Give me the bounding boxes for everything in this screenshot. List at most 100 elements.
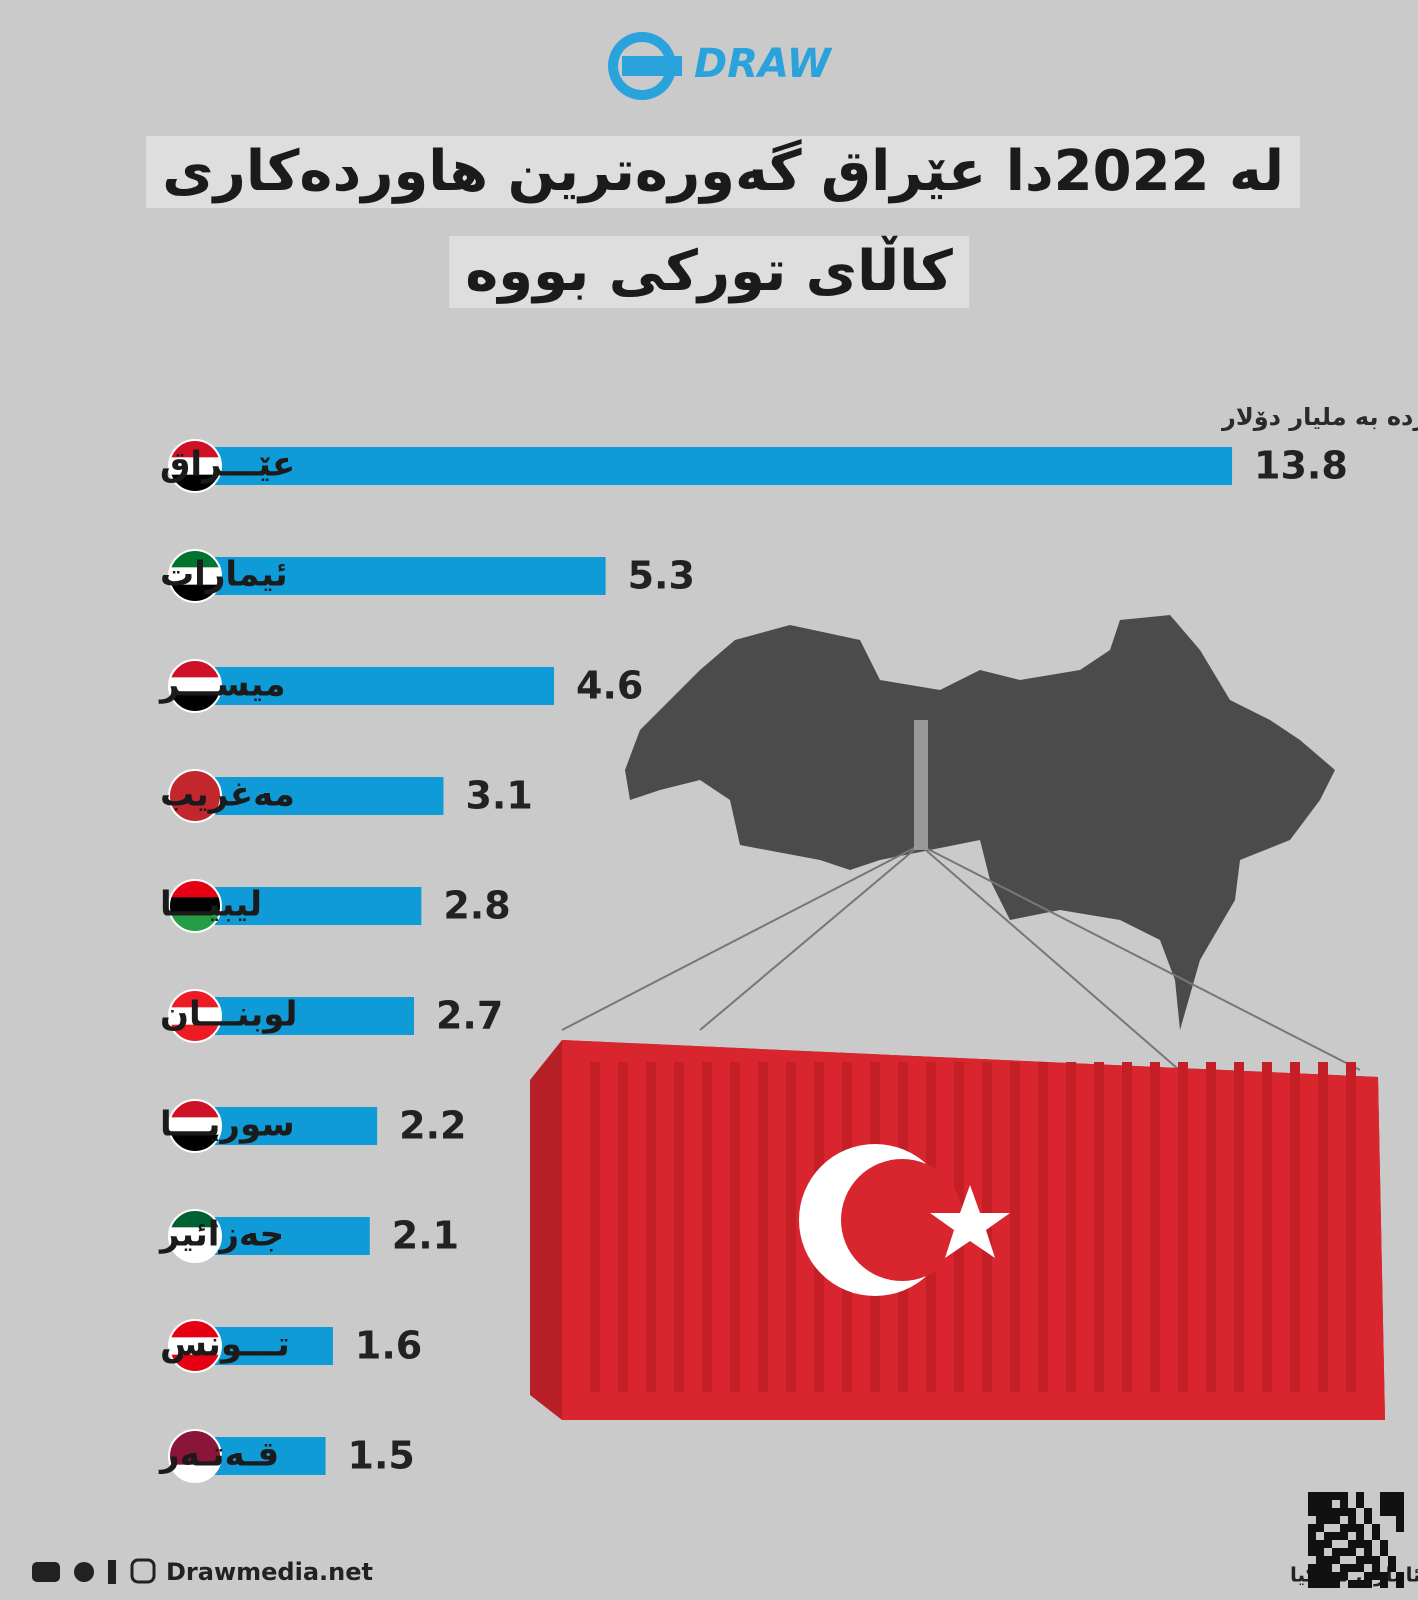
qr-cell [1308, 1564, 1316, 1572]
qr-cell [1356, 1540, 1364, 1548]
category-label: لیبیـــا [160, 885, 262, 925]
social-icons [32, 1558, 156, 1584]
flag-border [168, 989, 222, 1043]
qr-cell [1324, 1580, 1332, 1588]
qr-cell [1316, 1500, 1324, 1508]
qr-cell [1316, 1580, 1324, 1588]
qr-cell [1396, 1580, 1404, 1588]
qr-cell [1372, 1572, 1380, 1580]
qr-cell [1324, 1556, 1332, 1564]
qr-cell [1388, 1564, 1396, 1572]
qr-cell [1364, 1572, 1372, 1580]
container-rib [1038, 1062, 1048, 1392]
qr-cell [1380, 1492, 1388, 1500]
qr-cell [1380, 1540, 1388, 1548]
container-rib [786, 1062, 796, 1392]
flag-stripe [169, 567, 221, 586]
qr-cell [1340, 1564, 1348, 1572]
qr-cell [1332, 1572, 1340, 1580]
flag-stripe [169, 1227, 221, 1246]
qr-cell [1316, 1556, 1324, 1564]
qr-cell [1388, 1500, 1396, 1508]
value-label: 2.2 [399, 1104, 466, 1148]
value-label: 2.8 [443, 884, 510, 928]
container-rib [1234, 1062, 1244, 1392]
qr-cell [1372, 1524, 1380, 1532]
qr-cell [1356, 1532, 1364, 1540]
qr-cell [1348, 1564, 1356, 1572]
qr-cell [1332, 1580, 1340, 1588]
flag-stripe [169, 1210, 221, 1229]
qr-cell [1356, 1580, 1364, 1588]
flag-border [168, 549, 222, 603]
category-label: جەزائیر [158, 1215, 284, 1255]
qr-cell [1308, 1500, 1316, 1508]
qr-cell [1348, 1524, 1356, 1532]
qr-cell [1340, 1532, 1348, 1540]
flag-border [168, 1319, 222, 1373]
container-rib [758, 1062, 768, 1392]
qr-cell [1340, 1572, 1348, 1580]
flag-stripe [169, 990, 221, 1009]
qr-cell [1308, 1572, 1316, 1580]
bar [215, 777, 444, 815]
subtitle: قەبارەی هاوردە بە ملیار دۆلار [1221, 403, 1418, 431]
qr-code [1308, 1492, 1404, 1588]
category-label: سوریـــا [160, 1105, 295, 1145]
flag-stripe [169, 1007, 221, 1026]
qr-cell [1308, 1524, 1316, 1532]
value-label: 3.1 [465, 774, 532, 818]
qr-cell [1324, 1492, 1332, 1500]
qr-cell [1332, 1508, 1340, 1516]
qr-cell [1308, 1508, 1316, 1516]
title-line: لە 2022دا عێراق گەورەترین هاوردەکاری [146, 136, 1300, 208]
category-label: مەغریب [160, 775, 295, 815]
qr-cell [1332, 1548, 1340, 1556]
qr-cell [1356, 1492, 1364, 1500]
qr-cell [1372, 1532, 1380, 1540]
category-label: عێـــراق [160, 445, 295, 485]
qr-cell [1308, 1540, 1316, 1548]
qr-cell [1364, 1556, 1372, 1564]
bar [215, 997, 414, 1035]
flag-stripe [169, 1430, 221, 1449]
flag-stripe [169, 550, 221, 569]
container-rib [618, 1062, 628, 1392]
value-label: 4.6 [576, 664, 643, 708]
container-rib [646, 1062, 656, 1392]
qr-cell [1396, 1508, 1404, 1516]
qr-cell [1356, 1556, 1364, 1564]
map [625, 615, 1335, 1030]
bar [215, 1107, 378, 1145]
value-label: 1.6 [355, 1324, 422, 1368]
container-rib [1346, 1062, 1356, 1392]
qr-cell [1324, 1532, 1332, 1540]
flag-stripe [169, 880, 221, 899]
qr-cell [1396, 1524, 1404, 1532]
qr-cell [1396, 1492, 1404, 1500]
qr-cell [1324, 1540, 1332, 1548]
qr-cell [1372, 1564, 1380, 1572]
container-rib [730, 1062, 740, 1392]
qr-cell [1388, 1556, 1396, 1564]
category-label: لوبنـــان [160, 995, 297, 1035]
qr-cell [1380, 1572, 1388, 1580]
qr-cell [1316, 1572, 1324, 1580]
qr-cell [1308, 1532, 1316, 1540]
qr-cell [1388, 1508, 1396, 1516]
qr-cell [1316, 1540, 1324, 1548]
qr-cell [1380, 1580, 1388, 1588]
qr-cell [1396, 1572, 1404, 1580]
qr-cell [1372, 1556, 1380, 1564]
bar [215, 1437, 326, 1475]
bar [215, 887, 422, 925]
container-rib [1094, 1062, 1104, 1392]
qr-cell [1396, 1500, 1404, 1508]
qr-cell [1348, 1548, 1356, 1556]
qr-cell [1348, 1580, 1356, 1588]
qr-cell [1340, 1508, 1348, 1516]
qr-cell [1380, 1500, 1388, 1508]
container-rib [1010, 1062, 1020, 1392]
flag-border [168, 659, 222, 713]
qr-cell [1388, 1492, 1396, 1500]
